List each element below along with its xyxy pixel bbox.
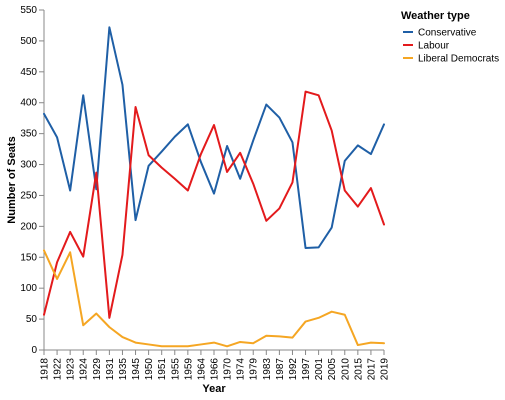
x-tick-label: 1950 [144,358,155,381]
x-tick-label: 1929 [92,358,103,381]
x-tick-label: 1935 [118,358,129,381]
x-tick-label: 2001 [314,358,325,381]
y-tick-label: 0 [31,345,37,356]
x-tick-label: 1959 [183,358,194,381]
x-tick-label: 1931 [105,358,116,381]
series-lines [43,26,385,348]
x-tick-label: 1922 [53,358,64,381]
x-tick-label: 2010 [340,358,351,381]
legend: Weather type Conservative Labour Liberal D… [401,10,499,65]
x-tick-label: 2005 [327,358,338,381]
x-tick-label: 1966 [210,358,221,381]
legend-label: Labour [418,41,450,52]
x-axis-title: Year [202,383,226,395]
y-tick-label: 450 [20,67,37,78]
series-line-liberal-democrats [43,249,385,348]
y-tick-label: 400 [20,98,37,109]
x-tick-label: 1979 [249,358,260,381]
y-tick-label: 150 [20,252,37,263]
y-tick-label: 500 [20,36,37,47]
series-line-labour [43,90,385,319]
y-axis: 0 50 100 150 200 250 300 350 400 450 500 550 [20,5,45,356]
x-tick-label: 1951 [157,358,168,381]
x-axis: 1918 1922 1923 1924 1929 1931 1935 1945 1950 1951… [40,349,391,381]
x-tick-label: 1987 [275,358,286,381]
x-tick-label: 2015 [353,358,364,381]
x-tick-label: 1970 [223,358,234,381]
x-tick-label: 1918 [40,358,51,381]
y-tick-label: 300 [20,160,37,171]
y-tick-label: 100 [20,283,37,294]
x-tick-label: 1924 [79,358,90,381]
x-tick-label: 1974 [236,358,247,381]
x-tick-label: 1923 [66,358,77,381]
x-tick-label: 1955 [170,358,181,381]
x-tick-label: 1992 [288,358,299,381]
legend-title: Weather type [401,10,470,22]
legend-label: Liberal Democrats [418,54,499,65]
y-tick-label: 250 [20,190,37,201]
x-tick-label: 1997 [301,358,312,381]
legend-label: Conservative [418,28,477,39]
x-tick-label: 2017 [366,358,377,381]
x-tick-label: 1945 [131,358,142,381]
x-tick-label: 1964 [196,358,207,381]
x-tick-label: 1983 [262,358,273,381]
y-tick-label: 200 [20,221,37,232]
series-line-conservative [43,26,385,249]
y-tick-label: 550 [20,5,37,16]
y-tick-label: 50 [26,314,38,325]
y-axis-title: Number of Seats [6,136,18,223]
x-tick-label: 2019 [380,358,391,381]
y-tick-label: 350 [20,129,37,140]
